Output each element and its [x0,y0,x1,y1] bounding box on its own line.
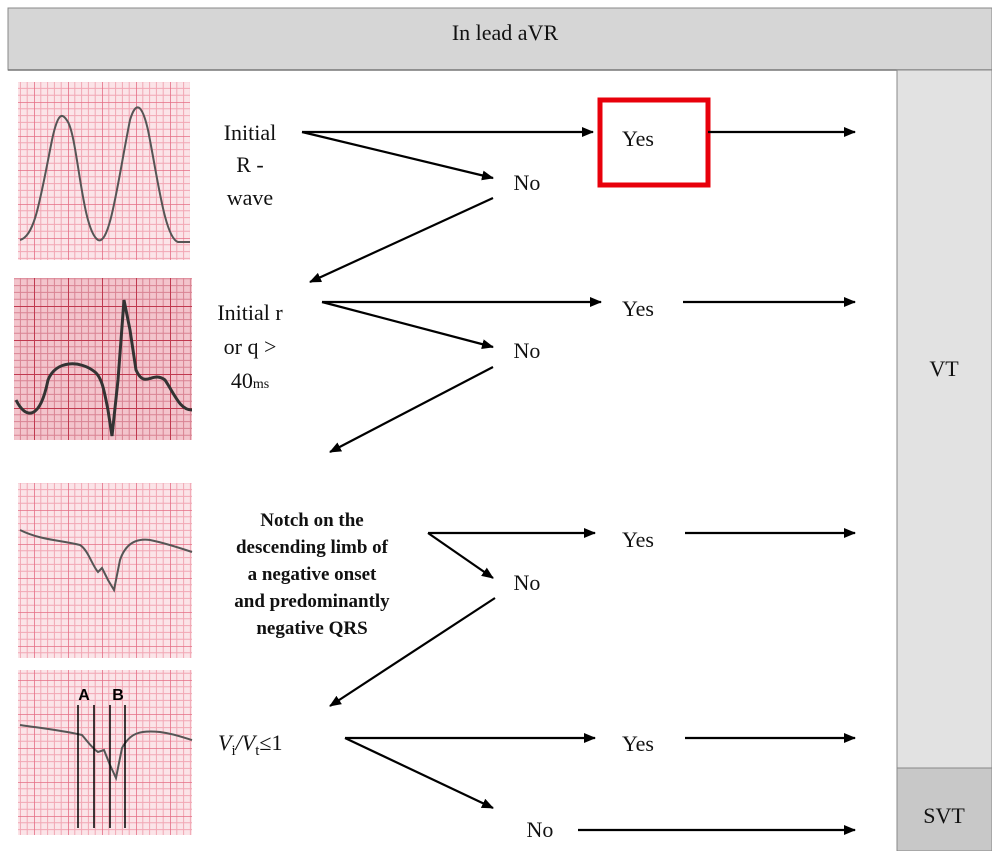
yes-label: Yes [622,296,654,321]
yes-label: Yes [622,731,654,756]
vt-label: VT [929,356,959,381]
formula-part: V [242,730,258,755]
no-label: No [527,817,554,842]
criterion-text: Initial [224,120,277,145]
criterion-text: a negative onset [248,564,377,585]
ecg-image [14,278,193,440]
vt-column [896,69,992,769]
ecg-marker: A [78,687,90,704]
svt-label: SVT [923,803,965,828]
criterion-text: Notch on the [260,510,363,531]
formula-part: / [234,730,244,755]
header-bar [7,7,992,71]
yes-label: Yes [622,126,654,151]
highlight-box [597,97,711,188]
criterion-text: and predominantly [234,591,390,612]
yes-label: Yes [622,527,654,552]
formula-part: i [231,743,235,759]
ecg-image [18,483,193,658]
criterion-formula: Vi/Vt≤1 [218,730,282,759]
ecg-image: A B [18,670,193,835]
no-label: No [514,570,541,595]
criterion-text: negative QRS [256,618,367,639]
criterion-text: or q > [224,334,277,359]
no-label: No [514,170,541,195]
svt-box [896,767,992,851]
criterion-text: R - [236,152,264,177]
no-label: No [514,338,541,363]
duration-number: 40 [231,368,253,393]
ecg-image [18,82,190,260]
criterion-text: descending limb of [236,537,389,558]
formula-part: ≤1 [259,730,282,755]
header-title: In lead aVR [452,20,559,45]
criterion-text: 40ms [231,368,269,393]
criterion-text: wave [227,185,273,210]
criterion-text: Initial r [217,300,283,325]
ecg-marker: B [112,687,124,704]
formula-part: V [218,730,234,755]
formula-part: t [255,743,260,759]
duration-unit: ms [253,377,269,392]
